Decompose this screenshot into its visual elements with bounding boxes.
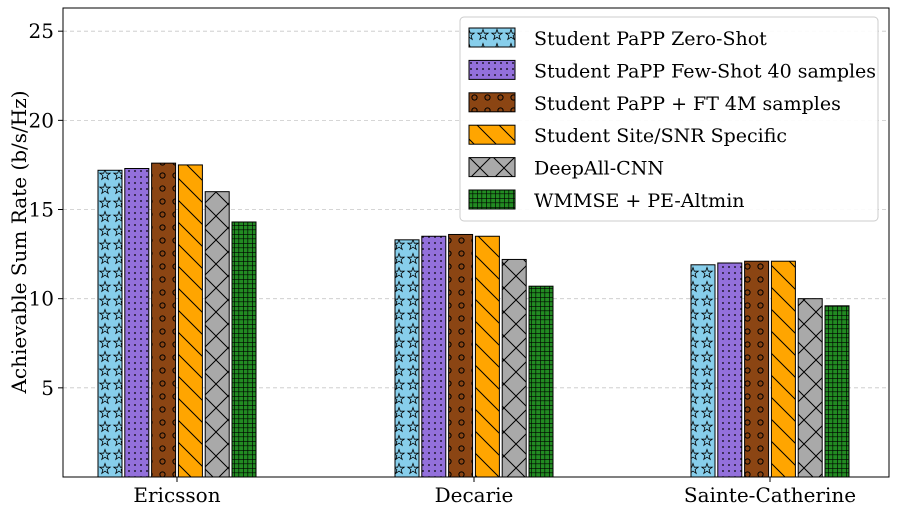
bar	[528, 285, 554, 478]
bar	[124, 167, 150, 478]
legend-swatch	[468, 27, 516, 48]
y-tick-label: 20	[29, 108, 54, 132]
legend-label: Student PaPP Zero-Shot	[534, 28, 767, 50]
bar	[501, 258, 527, 478]
legend-swatch	[468, 124, 516, 145]
bar	[151, 162, 177, 478]
bars	[97, 162, 850, 478]
plot-frame	[62, 7, 890, 478]
x-tick-label: Decarie	[435, 483, 514, 507]
bar	[204, 191, 230, 478]
bar	[744, 260, 770, 478]
legend-frame	[459, 16, 879, 222]
bar	[474, 235, 500, 478]
y-tick-label: 15	[29, 198, 54, 222]
y-tick-label: 25	[29, 19, 54, 43]
bar	[231, 221, 257, 478]
x-tick-label: Ericsson	[133, 483, 220, 507]
y-tick-label: 10	[29, 287, 54, 311]
y-axis-title: Achievable Sum Rate (b/s/Hz)	[7, 90, 31, 394]
legend-label: DeepAll-CNN	[534, 158, 664, 180]
legend-swatch	[468, 92, 516, 113]
axis-ticks: 5 10 15 20 25 Ericsson Decarie Sainte-Catherine	[29, 19, 857, 507]
bar	[394, 239, 420, 478]
legend-label: Student Site/SNR Specific	[534, 125, 787, 147]
legend-swatch	[468, 157, 516, 178]
legend-label: Student PaPP + FT 4M samples	[534, 93, 841, 115]
legend-swatch	[468, 189, 516, 210]
legend-label: Student PaPP Few-Shot 40 samples	[534, 60, 876, 82]
bar	[97, 169, 123, 478]
legend-label: WMMSE + PE-Altmin	[534, 190, 745, 212]
legend-swatch	[468, 59, 516, 80]
x-tick-label: Sainte-Catherine	[684, 483, 856, 507]
bar	[797, 298, 823, 478]
y-tick-label: 5	[41, 376, 54, 400]
legend: Student PaPP Zero-Shot Student PaPP Few-S…	[459, 16, 879, 222]
bar	[770, 260, 796, 478]
bar	[448, 233, 474, 478]
bar	[824, 305, 850, 478]
bar	[690, 264, 716, 478]
bar	[177, 164, 203, 478]
bar	[717, 262, 743, 478]
bar	[421, 235, 447, 478]
legend-entries: Student PaPP Zero-Shot Student PaPP Few-S…	[468, 27, 876, 212]
